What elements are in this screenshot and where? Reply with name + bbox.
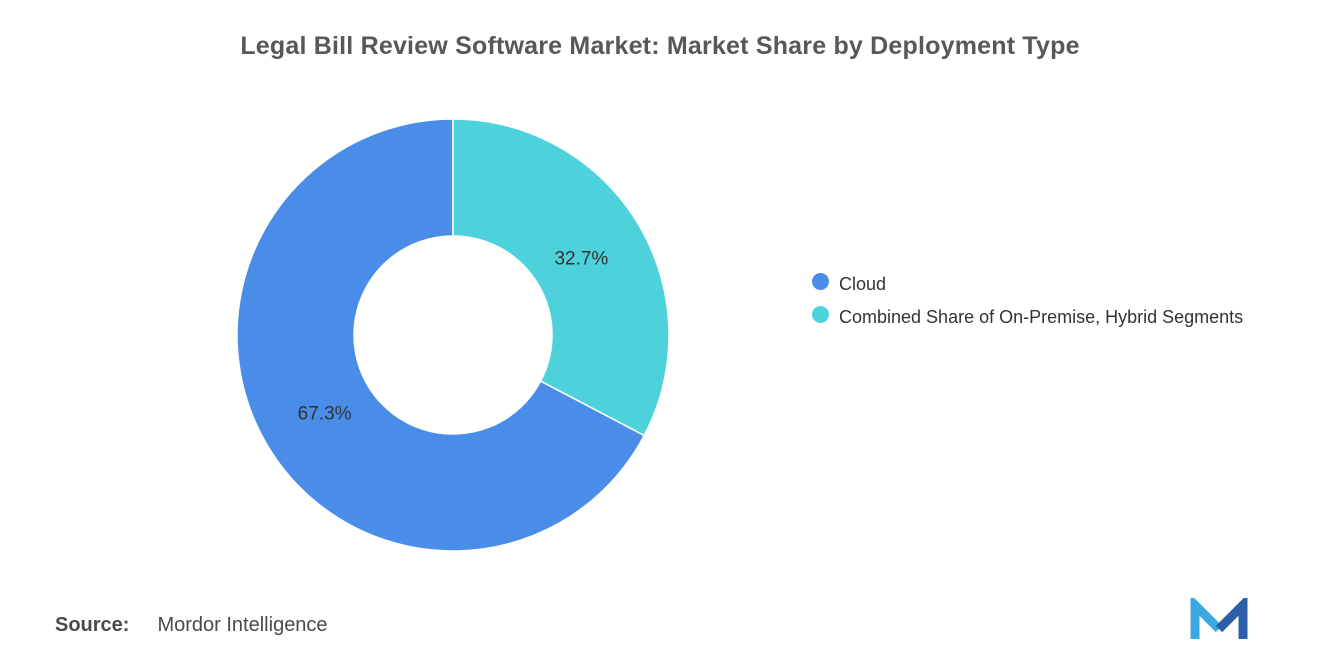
mordor-intelligence-logo xyxy=(1190,598,1248,639)
legend-item-cloud[interactable]: Cloud xyxy=(812,270,1243,298)
source-label: Source: xyxy=(55,614,130,636)
legend-label: Cloud xyxy=(839,274,887,294)
legend-label: Combined Share of On-Premise, Hybrid Seg… xyxy=(839,307,1244,327)
chart-title: Legal Bill Review Software Market: Marke… xyxy=(240,32,1080,60)
legend-marker xyxy=(812,273,829,290)
pie-slice-combined-share-of-on-premise-hybrid-segments[interactable] xyxy=(452,118,670,437)
legend-item-on-premise-hybrid[interactable]: Combined Share of On-Premise, Hybrid Seg… xyxy=(812,303,1243,331)
chart-legend: Cloud Combined Share of On-Premise, Hybr… xyxy=(812,270,1243,336)
legend-marker xyxy=(812,306,829,323)
donut-chart: 67.3% 32.7% xyxy=(236,118,670,552)
source-value: Mordor Intelligence xyxy=(157,614,328,636)
data-label: 32.7% xyxy=(554,248,608,269)
pie-slice-cloud[interactable] xyxy=(236,118,646,552)
data-label: 67.3% xyxy=(298,404,352,425)
source-row: Source: Mordor Intelligence xyxy=(55,614,328,637)
